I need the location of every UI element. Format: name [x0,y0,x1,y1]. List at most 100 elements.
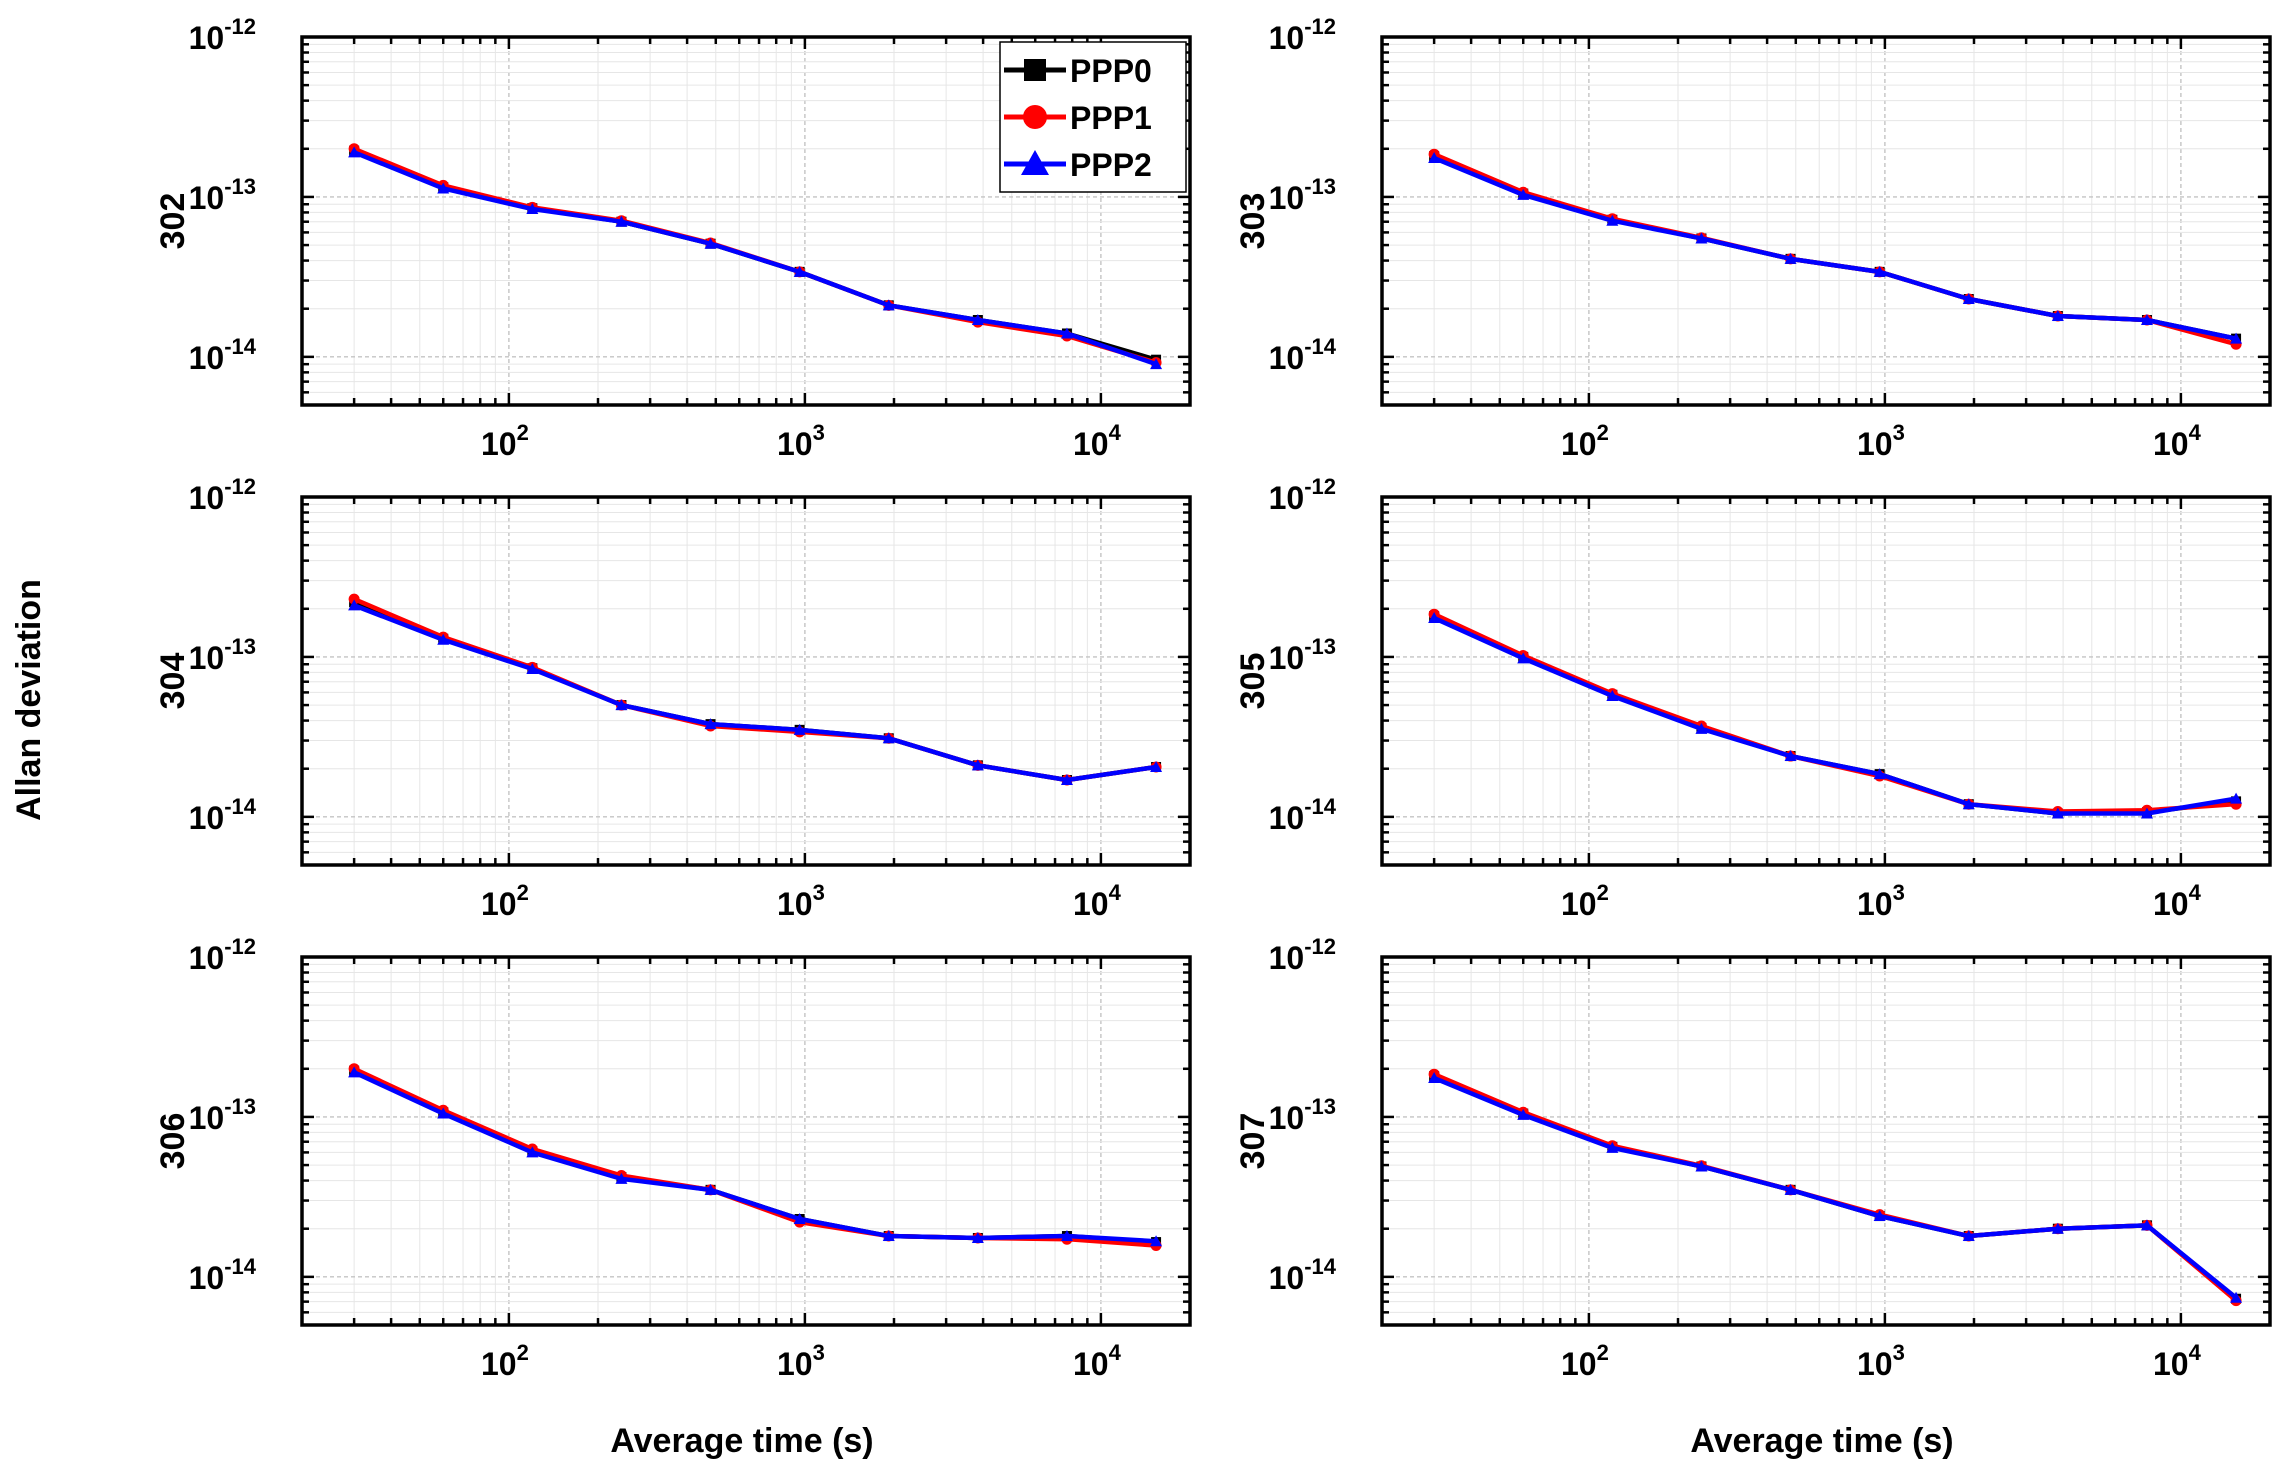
x-tick-label: 104 [2153,880,2202,922]
y-tick-label: 10-14 [1269,794,1337,836]
data-point-marker [348,146,361,158]
series-line [1433,1075,2238,1300]
legend-item-PPP1: PPP1 [1004,100,1152,136]
data-point-marker [1873,1210,1886,1222]
data-point-marker [1606,1141,1619,1153]
plot-frame [1380,955,2272,1327]
x-axis-label-right: Average time (s) [1690,1422,1953,1460]
y-tick-label: 10-14 [1269,334,1337,376]
data-point-marker [1962,293,1975,305]
y-tick-label: 10-13 [189,1094,256,1136]
data-point-marker [615,699,628,711]
series-PPP1 [348,593,1162,786]
data-point-marker [704,1183,717,1195]
legend-marker-triangle [1021,150,1049,175]
subplot-ylabel: 307 [1234,1113,1272,1170]
data-point-marker [437,182,450,194]
data-point-marker [348,599,361,611]
series-line [1433,1074,2238,1301]
x-tick-label: 104 [1073,420,1122,462]
y-tick-label: 10-14 [189,1254,257,1296]
series-PPP2 [348,146,1163,370]
data-point-marker [2051,310,2064,322]
data-point-marker [348,593,360,605]
data-point-marker [971,759,984,771]
subplot-ylabel: 302 [154,193,192,250]
data-point-marker [704,718,717,730]
data-point-marker [1060,327,1073,339]
x-tick-label: 103 [777,1340,825,1382]
x-tick-label: 102 [481,1340,529,1382]
data-point-marker [437,633,450,645]
y-tick-label: 10-13 [1269,1094,1336,1136]
x-tick-label: 102 [1561,420,1609,462]
y-tick-label: 10-14 [1269,1254,1337,1296]
x-tick-label: 104 [2153,420,2202,462]
data-point-marker [526,203,539,215]
series-PPP1 [1428,1068,2242,1307]
series-line [1433,612,2237,814]
data-point-marker [1873,768,1886,780]
data-point-marker [1784,252,1797,264]
x-tick-label: 102 [481,420,529,462]
series-line [353,1066,1157,1248]
data-point-marker [348,1066,361,1078]
subplot-ylabel: 306 [154,1113,192,1170]
series-line [1433,614,2237,816]
data-point-marker [2140,1219,2153,1231]
subplot-panels: 102 103 104 10-12 10-13 10-14 302 102 103 104 10-1… [154,14,2272,1382]
legend-item-PPP2: PPP2 [1004,147,1152,183]
data-point-marker [2140,314,2153,326]
data-point-marker [2051,807,2064,819]
data-point-marker [2051,1222,2064,1234]
series-PPP2 [1428,612,2243,819]
series-PPP0 [1429,611,2242,819]
x-tick-label: 102 [1561,1340,1609,1382]
data-point-marker [1428,1072,1441,1084]
x-tick-label: 103 [1857,1340,1905,1382]
subplot-303: 102 103 104 10-12 10-13 10-14 303 [1234,14,2272,462]
data-point-marker [1150,1235,1163,1247]
subplot-305: 102 103 104 10-12 10-13 10-14 305 [1234,474,2272,922]
y-tick-label: 10-12 [1269,934,1336,976]
data-point-marker [1695,722,1708,734]
series-PPP1 [348,1063,1162,1252]
series-PPP2 [1428,1072,2243,1303]
x-axis-label-left: Average time (s) [610,1422,873,1460]
legend-label: PPP1 [1070,100,1152,136]
subplot-306: 102 103 104 10-12 10-13 10-14 306 [154,934,1192,1382]
data-point-marker [1060,1230,1073,1242]
x-tick-label: 103 [1857,420,1905,462]
data-point-marker [2140,807,2153,819]
data-point-marker [793,723,806,735]
data-point-marker [1060,774,1073,786]
subplot-304: 102 103 104 10-12 10-13 10-14 304 [154,474,1192,922]
data-point-marker [1517,188,1530,200]
series-PPP2 [1428,152,2243,344]
series-line [1433,155,2237,341]
y-tick-label: 10-14 [189,794,257,836]
series-line [353,600,1157,783]
series-PPP2 [348,1066,1163,1247]
shared-y-axis-label: Allan deviation [10,579,48,821]
series-PPP0 [1429,1071,2242,1304]
data-point-marker [1695,1160,1708,1172]
legend-marker-square [1024,59,1046,81]
legend: PPP0 PPP1 PPP2 [999,41,1187,193]
data-point-marker [1784,750,1797,762]
legend-marker-circle [1023,105,1047,129]
y-tick-label: 10-13 [1269,174,1336,216]
series-PPP0 [349,1065,1162,1248]
data-point-marker [2230,792,2243,804]
plot-frame [300,495,1192,867]
x-tick-label: 103 [777,880,825,922]
legend-item-PPP0: PPP0 [1004,53,1152,89]
y-tick-label: 10-14 [189,334,257,376]
y-tick-label: 10-12 [189,14,256,56]
y-tick-label: 10-13 [189,174,256,216]
data-point-marker [526,663,539,675]
data-point-marker [704,237,717,249]
data-point-marker [882,732,895,744]
series-line [1433,616,2237,816]
